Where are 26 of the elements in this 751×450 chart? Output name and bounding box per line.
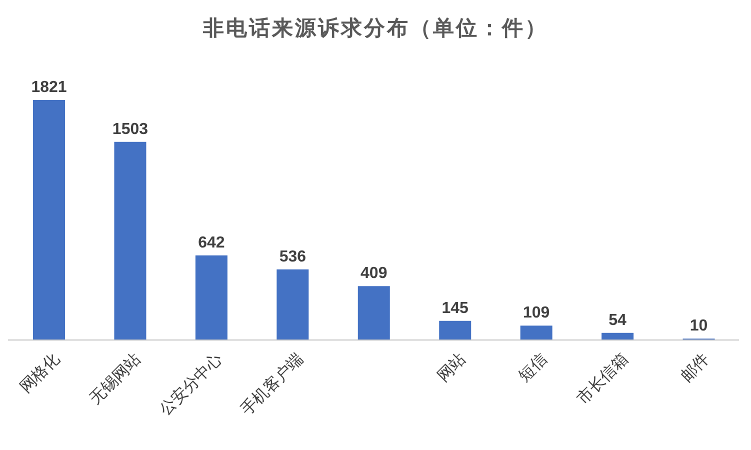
- bar: [114, 142, 146, 340]
- data-label: 642: [198, 234, 225, 252]
- x-tick-label: 手机客户端: [236, 349, 307, 420]
- bar: [602, 332, 634, 340]
- bar: [276, 269, 309, 340]
- data-label: 109: [522, 304, 550, 322]
- bar: [33, 100, 65, 340]
- bar: [195, 255, 228, 340]
- x-tick-label: 短信: [514, 349, 550, 386]
- data-label: 409: [360, 265, 388, 282]
- data-label: 1503: [112, 120, 148, 138]
- chart-title: 非电话来源诉求分布（单位：件）: [202, 14, 549, 42]
- data-label: 54: [608, 312, 627, 329]
- data-label: 536: [279, 248, 306, 266]
- bar: [358, 286, 390, 340]
- x-tick-label: 市长信箱: [572, 349, 632, 408]
- x-tick-label: 无锡网站: [86, 349, 144, 408]
- x-tick-label: 公安分中心: [156, 349, 226, 420]
- data-label: 1821: [31, 79, 67, 96]
- data-label: 145: [442, 300, 469, 317]
- x-tick-label: 网站: [433, 349, 470, 386]
- data-label: 10: [690, 318, 708, 335]
- bar: [439, 320, 472, 340]
- x-tick-label: 邮件: [676, 349, 713, 386]
- bar: [520, 326, 552, 340]
- x-tick-label: 网格化: [16, 349, 64, 396]
